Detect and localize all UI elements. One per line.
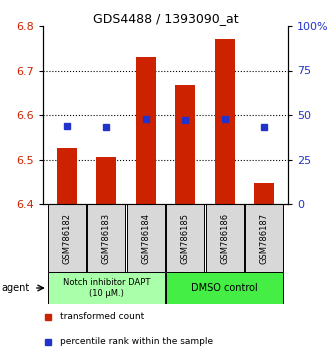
FancyBboxPatch shape <box>87 204 125 272</box>
Text: transformed count: transformed count <box>60 312 144 321</box>
Text: DMSO control: DMSO control <box>191 283 258 293</box>
FancyBboxPatch shape <box>206 204 244 272</box>
Bar <box>175 85 195 204</box>
Text: percentile rank within the sample: percentile rank within the sample <box>60 337 213 346</box>
Bar <box>255 183 274 204</box>
Bar <box>215 39 235 204</box>
FancyBboxPatch shape <box>127 204 165 272</box>
Bar <box>136 57 156 204</box>
Text: GSM786187: GSM786187 <box>260 212 269 264</box>
Text: agent: agent <box>2 283 30 293</box>
Bar <box>96 157 116 204</box>
Title: GDS4488 / 1393090_at: GDS4488 / 1393090_at <box>93 12 238 25</box>
Text: GSM786182: GSM786182 <box>62 212 71 263</box>
FancyBboxPatch shape <box>166 204 204 272</box>
FancyBboxPatch shape <box>245 204 283 272</box>
Bar <box>57 148 76 204</box>
FancyBboxPatch shape <box>48 204 86 272</box>
Text: GSM786186: GSM786186 <box>220 212 229 264</box>
Text: Notch inhibitor DAPT
(10 μM.): Notch inhibitor DAPT (10 μM.) <box>63 278 150 298</box>
Text: GSM786184: GSM786184 <box>141 212 150 263</box>
FancyBboxPatch shape <box>48 272 165 304</box>
FancyBboxPatch shape <box>166 272 283 304</box>
Text: GSM786183: GSM786183 <box>102 212 111 264</box>
Text: GSM786185: GSM786185 <box>181 212 190 263</box>
